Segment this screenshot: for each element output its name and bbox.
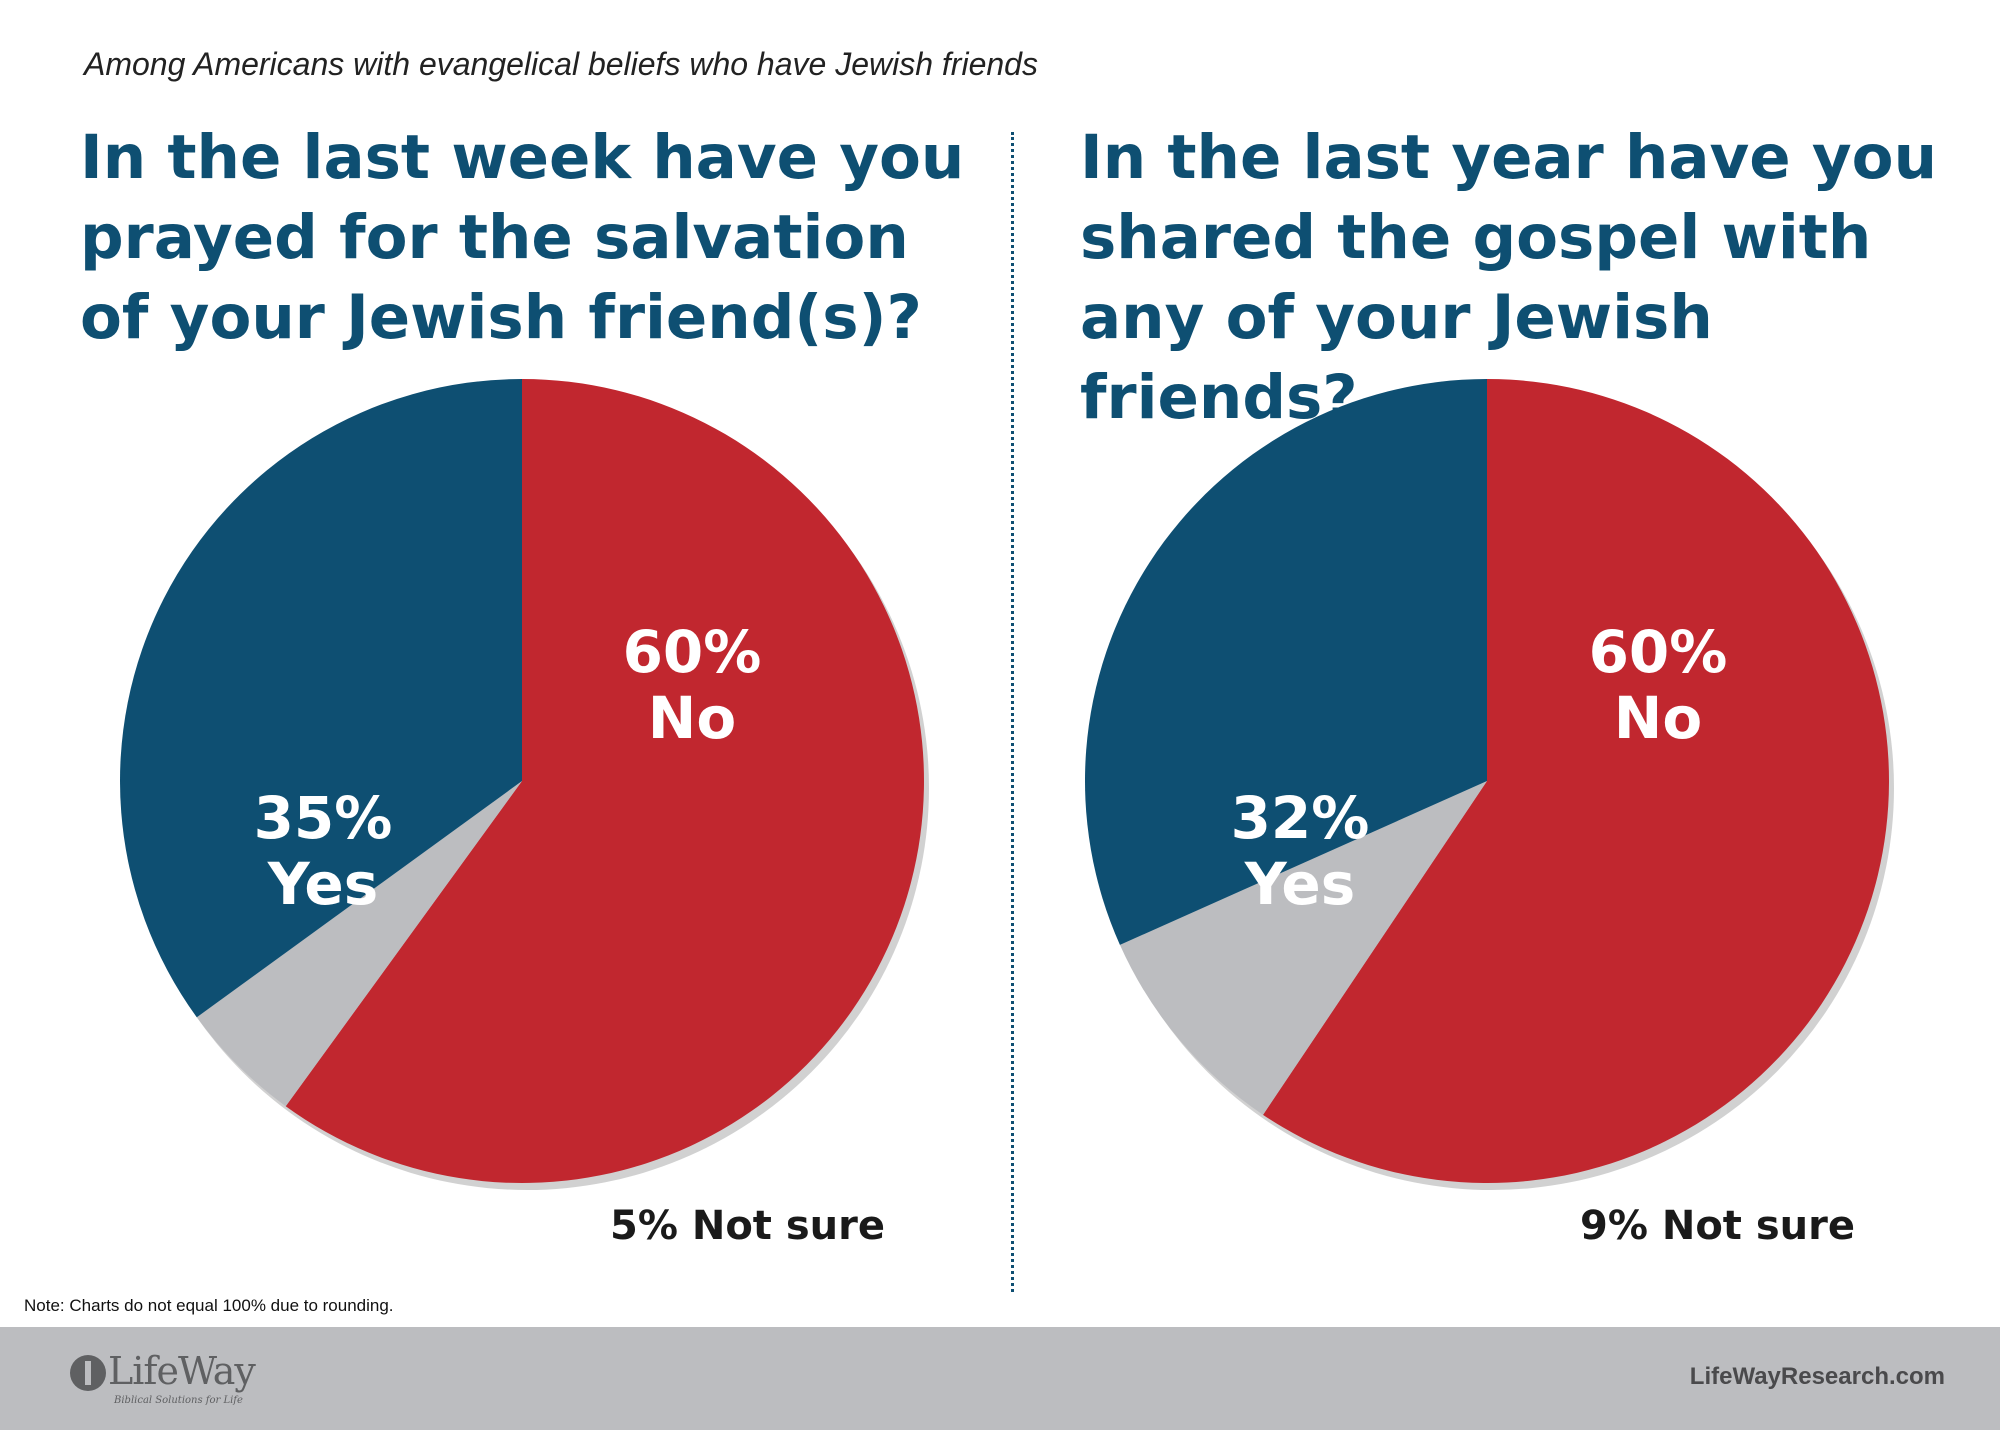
pie-1-slice-no — [285, 379, 924, 1183]
pie-2-slice-no — [1263, 379, 1890, 1183]
pie-2-slice-not-sure — [1119, 781, 1487, 1115]
pie-1-slice-yes — [119, 379, 522, 1018]
pie-1-yes-label: Yes — [267, 850, 379, 918]
subtitle: Among Americans with evangelical beliefs… — [84, 46, 1038, 82]
footnote: Note: Charts do not equal 100% due to ro… — [24, 1296, 394, 1315]
chart-1-title: In the last week have you prayed for the… — [80, 122, 965, 353]
pie-2-yes-label: Yes — [1244, 850, 1356, 918]
lifeway-logo-icon — [70, 1355, 106, 1391]
chart-2-title: In the last year have you shared the gos… — [1080, 122, 1938, 433]
pie-2-not-sure-label: 9% Not sure — [1580, 1203, 1855, 1249]
pie-2-no-label: No — [1614, 684, 1702, 752]
website-link[interactable]: LifeWayResearch.com — [1689, 1363, 1945, 1390]
pie-chart-1: 60% No 35% Yes — [119, 379, 929, 1190]
pie-1-not-sure-label: 5% Not sure — [610, 1203, 885, 1249]
pie-chart-2: 60% No 32% Yes — [1084, 379, 1894, 1190]
pie-1-yes-pct-label: 35% — [254, 784, 393, 852]
divider — [1011, 132, 1014, 1292]
pie-2-no-pct-label: 60% — [1589, 618, 1728, 686]
footer-bar: LifeWay Biblical Solutions for Life Life… — [0, 1327, 2000, 1430]
logo-tagline: Biblical Solutions for Life — [114, 1395, 243, 1406]
pie-2-yes-pct-label: 32% — [1231, 784, 1370, 852]
pie-2-slice-yes — [1084, 379, 1487, 945]
pie-1-no-label: No — [648, 684, 736, 752]
pie-1-slice-not-sure — [196, 781, 523, 1107]
logo-text: LifeWay — [108, 1349, 256, 1393]
pie-1-no-pct-label: 60% — [623, 618, 762, 686]
